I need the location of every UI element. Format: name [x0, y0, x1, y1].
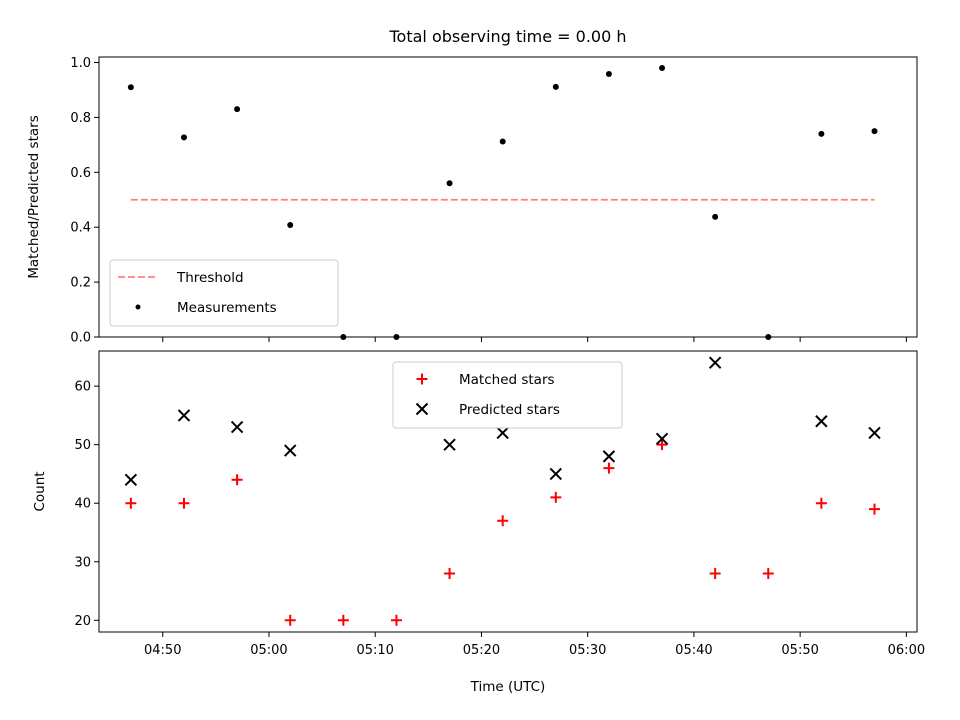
legend-measurement-swatch	[135, 304, 141, 310]
matched-star-point	[762, 567, 774, 579]
y-tick-label: 30	[74, 555, 91, 570]
x-tick-label: 04:50	[144, 643, 181, 658]
measurement-point	[871, 128, 878, 135]
y-axis-label: Matched/Predicted stars	[26, 115, 42, 278]
matched-star-point	[337, 614, 349, 626]
y-tick-label: 20	[74, 614, 91, 629]
measurement-point	[818, 130, 825, 137]
legend-label: Predicted stars	[459, 402, 560, 418]
predicted-star-point	[655, 432, 669, 446]
legend-label: Matched stars	[459, 372, 555, 388]
count-panel: 20 30 40 50 60 04:50 05:00 05:10 05:20 05:30 05:40…	[32, 350, 925, 695]
legend: Matched stars Predicted stars	[392, 361, 623, 429]
y-tick-label: 40	[74, 497, 91, 512]
predicted-star-point	[496, 426, 509, 440]
predicted-star-point	[815, 415, 828, 428]
x-tick-label: 06:00	[888, 643, 925, 658]
matched-star-point	[444, 567, 456, 579]
measurement-point	[659, 64, 666, 71]
predicted-star-point	[284, 444, 297, 457]
legend-box	[109, 259, 339, 327]
x-tick-label: 05:20	[463, 643, 500, 658]
measurement-point	[393, 334, 400, 340]
matched-star-point	[231, 474, 243, 486]
y-tick-label: 50	[74, 438, 91, 453]
y-tick-label: 60	[74, 380, 91, 395]
x-tick-label: 05:50	[781, 643, 818, 658]
predicted-star-point	[230, 420, 244, 434]
predicted-star-point	[549, 467, 563, 481]
legend-predicted-swatch	[415, 402, 429, 416]
measurement-point	[234, 106, 241, 113]
x-tick-label: 05:10	[356, 643, 393, 658]
matched-star-point	[497, 515, 509, 527]
chart-title: Total observing time = 0.00 h	[388, 27, 626, 46]
y-tick-label: 0.0	[70, 331, 91, 346]
y-tick-label: 0.6	[70, 166, 91, 181]
axes-frame	[98, 350, 918, 633]
x-tick-label: 05:30	[569, 643, 606, 658]
y-tick-label: 0.8	[70, 111, 91, 126]
matched-star-point	[815, 497, 827, 509]
x-tick-label: 05:40	[675, 643, 712, 658]
axes-frame	[98, 56, 918, 338]
y-tick-label: 0.2	[70, 276, 91, 291]
measurement-point	[765, 334, 772, 340]
matched-star-point	[709, 567, 721, 579]
measurement-point	[605, 71, 612, 78]
matched-star-point	[178, 497, 190, 509]
legend: Threshold Measurements	[109, 259, 339, 327]
y-tick-label: 1.0	[70, 56, 91, 71]
matched-star-point	[284, 614, 296, 626]
matched-star-point	[550, 491, 562, 503]
matched-star-point	[656, 439, 668, 451]
predicted-star-point	[443, 438, 456, 451]
matched-star-point	[603, 462, 615, 474]
legend-label: Threshold	[176, 270, 244, 286]
measurement-point	[552, 83, 559, 90]
y-axis-label: Count	[32, 471, 48, 511]
measurement-point	[499, 138, 506, 145]
predicted-star-point	[124, 473, 138, 486]
measurement-point	[287, 222, 294, 228]
measurement-point	[180, 134, 187, 141]
predicted-star-point	[177, 409, 191, 422]
legend-label: Measurements	[177, 300, 277, 316]
legend-box	[392, 361, 623, 429]
predicted-star-point	[708, 356, 722, 369]
matched-star-point	[125, 497, 137, 509]
x-axis-label: Time (UTC)	[470, 679, 546, 695]
y-tick-label: 0.4	[70, 221, 91, 236]
measurement-point	[446, 180, 453, 187]
predicted-star-point	[868, 426, 881, 440]
predicted-star-point	[602, 450, 616, 463]
matched-star-point	[390, 614, 402, 626]
measurement-point	[340, 334, 347, 340]
legend-matched-swatch	[416, 373, 428, 385]
measurement-point	[127, 84, 134, 91]
matched-star-point	[869, 503, 881, 515]
ratio-panel: 0.0 0.2 0.4 0.6 0.8 1.0 Matched/Predicted star…	[26, 27, 918, 346]
x-tick-label: 05:00	[250, 643, 287, 658]
measurement-point	[712, 213, 719, 220]
